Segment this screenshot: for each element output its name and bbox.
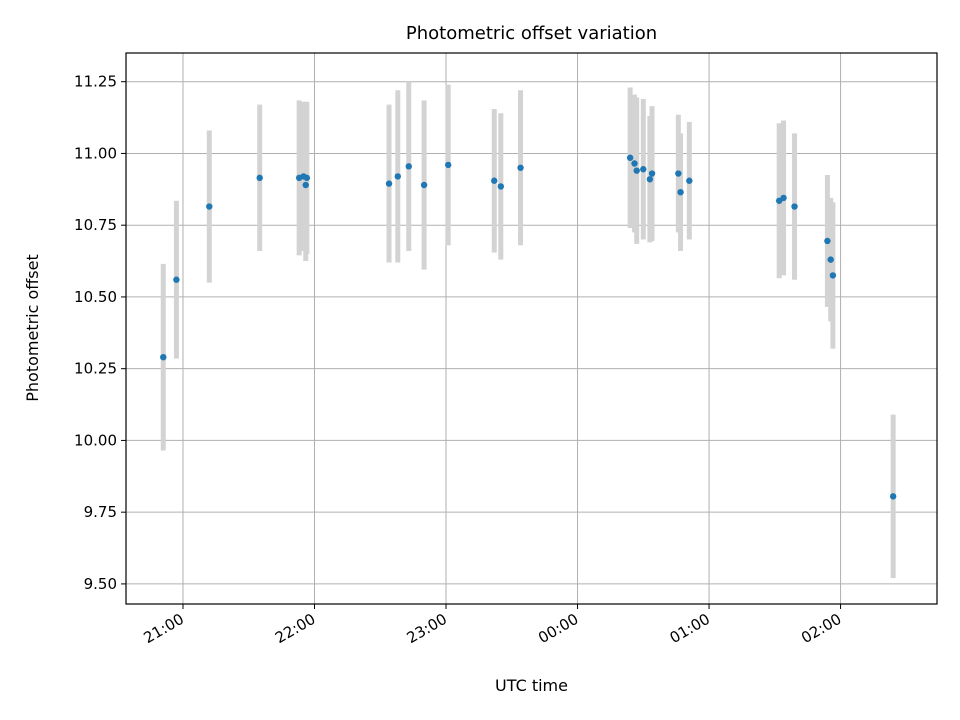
data-point: [385, 180, 393, 187]
data-point: [173, 276, 180, 283]
y-tick-label: 10.75: [74, 216, 117, 234]
y-axis-ticks: 9.50 9.75 10.00 10.25 10.50 10.75 11.00 11.25: [74, 73, 126, 593]
data-point: [497, 183, 505, 190]
data-point: [394, 173, 401, 180]
data-point: [640, 166, 647, 173]
data-point: [160, 353, 167, 361]
data-point: [780, 194, 787, 202]
data-point: [889, 493, 897, 500]
data-point: [517, 164, 524, 171]
data-points: [160, 154, 897, 500]
data-point: [675, 170, 682, 177]
plot-frame: [125, 52, 938, 605]
y-tick-label: 11.25: [74, 73, 117, 91]
data-point: [302, 181, 309, 189]
y-axis-label: Photometric offset: [23, 254, 42, 402]
data-point: [646, 176, 654, 183]
data-point: [445, 161, 452, 169]
x-axis-label: UTC time: [495, 676, 568, 695]
data-point: [626, 154, 634, 161]
data-point: [791, 203, 798, 210]
data-point: [631, 160, 638, 167]
data-point: [303, 174, 311, 182]
data-point: [405, 163, 412, 170]
data-point: [256, 174, 263, 182]
data-point: [829, 272, 837, 279]
data-point: [677, 188, 684, 196]
data-point: [420, 181, 428, 189]
y-tick-label: 10.00: [74, 431, 117, 449]
y-tick-label: 9.75: [84, 503, 117, 521]
data-point: [824, 237, 831, 245]
data-point: [206, 203, 213, 210]
data-point: [491, 177, 498, 184]
y-tick-label: 10.25: [74, 360, 117, 378]
data-point: [686, 177, 693, 184]
data-point: [827, 256, 834, 263]
y-tick-label: 10.50: [74, 288, 117, 306]
y-tick-label: 11.00: [74, 144, 117, 162]
data-point: [633, 167, 640, 174]
chart-title: Photometric offset variation: [406, 23, 657, 44]
y-tick-label: 9.50: [84, 575, 117, 593]
data-point: [648, 170, 656, 177]
